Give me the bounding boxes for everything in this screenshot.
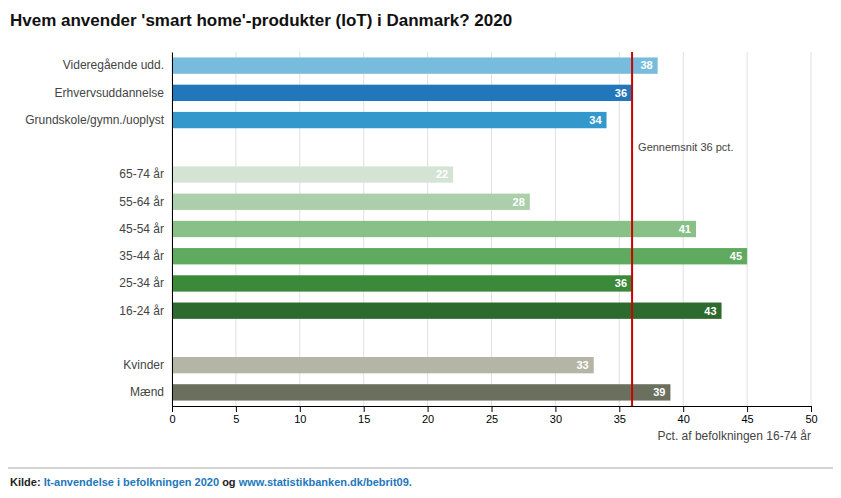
bar (172, 112, 607, 128)
x-tick-mark (747, 406, 748, 412)
bar (172, 194, 530, 210)
x-tick-label: 40 (678, 413, 690, 425)
bar (172, 248, 747, 264)
x-tick-mark (811, 406, 812, 412)
x-tick: 30 (550, 406, 562, 425)
x-tick: 5 (233, 406, 239, 425)
x-tick-label: 0 (169, 413, 175, 425)
y-tick: 45-54 år (119, 222, 172, 236)
grid-line (747, 52, 748, 406)
data-label: 36 (615, 277, 627, 289)
x-tick: 25 (486, 406, 498, 425)
title: Hvem anvender 'smart home'-produkter (Io… (10, 11, 512, 30)
plot: 0 5 10 15 20 25 30 35 40 45 50 Pct. af befolkningen… (25, 52, 817, 443)
source-part: og (219, 476, 239, 488)
y-tick: 35-44 år (119, 249, 172, 263)
x-tick-mark (300, 406, 301, 412)
x-tick: 15 (358, 406, 370, 425)
y-tick: 25-34 år (119, 276, 172, 290)
bar (172, 357, 594, 373)
x-axis: 0 5 10 15 20 25 30 35 40 45 50 (169, 406, 817, 425)
bar (172, 221, 696, 237)
data-label: 22 (436, 168, 448, 180)
data-label: 43 (704, 305, 716, 317)
x-axis-title: Pct. af befolkningen 16-74 år (658, 429, 811, 443)
separator (8, 468, 833, 469)
x-tick-label: 15 (358, 413, 370, 425)
source-part: Kilde: (10, 476, 44, 488)
data-labels: 39 33 43 36 45 41 28 22 34 36 38 (436, 59, 742, 398)
average-line (631, 52, 633, 406)
grid-line (172, 52, 173, 406)
x-tick-mark (683, 406, 684, 412)
x-tick-label: 50 (805, 413, 817, 425)
grid (172, 52, 811, 406)
y-tick-label: 65-74 år (119, 167, 164, 181)
x-tick-label: 25 (486, 413, 498, 425)
x-tick-label: 45 (741, 413, 753, 425)
source-part: It-anvendelse i befolkningen 2020 (44, 476, 219, 488)
source: Kilde: It-anvendelse i befolkningen 2020… (10, 476, 412, 488)
y-tick-label: Grundskole/gymn./uoplyst (25, 113, 164, 127)
y-tick: 55-64 år (119, 195, 172, 209)
y-tick-label: 35-44 år (119, 249, 164, 263)
x-tick-label: 30 (550, 413, 562, 425)
x-tick-mark (364, 406, 365, 412)
data-label: 33 (576, 359, 588, 371)
y-tick: 65-74 år (119, 167, 172, 181)
bar (172, 275, 632, 291)
x-tick: 10 (294, 406, 306, 425)
x-tick: 45 (741, 406, 753, 425)
x-tick: 0 (169, 406, 175, 425)
y-tick: Erhvervsuddannelse (55, 86, 172, 100)
y-tick: Kvinder (123, 358, 172, 372)
x-tick-label: 35 (614, 413, 626, 425)
y-tick-label: Erhvervsuddannelse (55, 86, 165, 100)
x-tick-mark (428, 406, 429, 412)
y-tick-label: Mænd (130, 385, 164, 399)
y-axis: Mænd Kvinder 16-24 år 25-34 år 35-44 år 45-54… (25, 53, 172, 407)
bar (172, 85, 632, 101)
bar (172, 384, 670, 400)
average-label: Gennemsnit 36 pct. (638, 141, 733, 153)
source-part: www.statistikbanken.dk/bebrit09. (238, 476, 412, 488)
chart-svg: Hvem anvender 'smart home'-produkter (Io… (0, 0, 841, 498)
data-label: 36 (615, 87, 627, 99)
x-tick-mark (492, 406, 493, 412)
bar (172, 57, 658, 73)
y-tick-label: Kvinder (123, 358, 164, 372)
data-label: 39 (653, 386, 665, 398)
data-label: 34 (589, 114, 602, 126)
data-label: 38 (640, 59, 652, 71)
x-tick: 50 (805, 406, 817, 425)
x-tick-mark (619, 406, 620, 412)
y-tick: Mænd (130, 385, 172, 399)
y-tick-label: 25-34 år (119, 276, 164, 290)
x-tick-label: 5 (233, 413, 239, 425)
bar (172, 166, 453, 182)
y-tick: Grundskole/gymn./uoplyst (25, 113, 172, 127)
x-tick: 35 (614, 406, 626, 425)
x-tick: 40 (678, 406, 690, 425)
data-label: 28 (513, 196, 525, 208)
marks (172, 52, 747, 406)
x-tick-label: 20 (422, 413, 434, 425)
y-tick-label: 55-64 år (119, 195, 164, 209)
data-label: 41 (679, 223, 691, 235)
x-tick-mark (555, 406, 556, 412)
x-tick-mark (172, 406, 173, 412)
y-tick-label: 45-54 år (119, 222, 164, 236)
y-tick: Videregående udd. (63, 58, 172, 72)
y-tick: 16-24 år (119, 304, 172, 318)
bar (172, 303, 722, 319)
x-tick-mark (236, 406, 237, 412)
x-tick: 20 (422, 406, 434, 425)
x-axis-line (173, 407, 812, 413)
x-tick-label: 10 (294, 413, 306, 425)
grid-line (811, 52, 812, 406)
y-axis-line (172, 53, 173, 407)
y-tick-label: Videregående udd. (63, 58, 164, 72)
data-label: 45 (730, 250, 742, 262)
y-tick-label: 16-24 år (119, 304, 164, 318)
